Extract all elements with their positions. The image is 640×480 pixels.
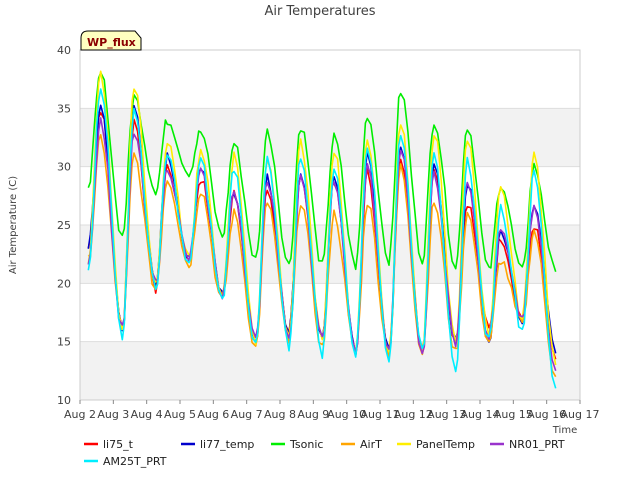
- x-tick-label: Aug 17: [561, 408, 600, 421]
- x-tick-label: Aug 7: [231, 408, 263, 421]
- x-tick-label: Aug 11: [361, 408, 400, 421]
- x-tick-label: Aug 6: [197, 408, 229, 421]
- background-band: [80, 50, 580, 109]
- y-tick-label: 10: [57, 394, 71, 407]
- legend-label: li75_t: [103, 438, 134, 451]
- legend-label: PanelTemp: [416, 438, 475, 451]
- legend: li75_t li77_temp Tsonic AirT PanelTemp NR01_P…: [84, 438, 565, 468]
- y-tick-label: 30: [57, 161, 71, 174]
- y-tick-label: 35: [57, 102, 71, 115]
- x-tick-label: Aug 15: [494, 408, 533, 421]
- chart-title: Air Temperatures: [264, 4, 375, 19]
- x-tick-label: Aug 14: [461, 408, 500, 421]
- legend-label: AM25T_PRT: [103, 455, 167, 468]
- background-band: [80, 108, 580, 167]
- y-tick-label: 40: [57, 44, 71, 57]
- x-tick-label: Aug 3: [97, 408, 129, 421]
- background-band: [80, 283, 580, 342]
- legend-label: li77_temp: [200, 438, 254, 451]
- x-tick-label: Aug 9: [297, 408, 329, 421]
- y-tick-label: 20: [57, 277, 71, 290]
- x-tick-label: Aug 13: [427, 408, 466, 421]
- x-tick-label: Aug 2: [64, 408, 96, 421]
- legend-label: AirT: [360, 438, 382, 451]
- legend-label: NR01_PRT: [509, 438, 565, 451]
- x-tick-label: Aug 5: [164, 408, 196, 421]
- legend-label: Tsonic: [289, 438, 323, 451]
- site-badge: WP_flux: [80, 30, 142, 51]
- series-line-tsonic: [87, 71, 557, 272]
- x-axis-label: Time: [552, 425, 577, 436]
- y-tick-label: 15: [57, 336, 71, 349]
- x-tick-label: Aug 12: [394, 408, 433, 421]
- x-tick-labels: Aug 2 Aug 3 Aug 4 Aug 5 Aug 6 Aug 7 Aug 8 Aug 9…: [64, 400, 599, 421]
- y-tick-label: 25: [57, 219, 71, 232]
- series-lines: [87, 70, 557, 389]
- series-line-am25t-prt: [87, 88, 557, 389]
- y-tick-labels: 10 15 20 25 30 35 40: [57, 44, 71, 407]
- y-axis-label: Air Temperature (C): [8, 176, 19, 274]
- x-tick-label: Aug 16: [527, 408, 566, 421]
- background-band: [80, 341, 580, 400]
- x-tick-label: Aug 4: [131, 408, 163, 421]
- site-badge-label: WP_flux: [87, 36, 136, 49]
- plot-frame: [79, 49, 581, 401]
- x-tick-label: Aug 10: [327, 408, 366, 421]
- x-tick-label: Aug 8: [264, 408, 296, 421]
